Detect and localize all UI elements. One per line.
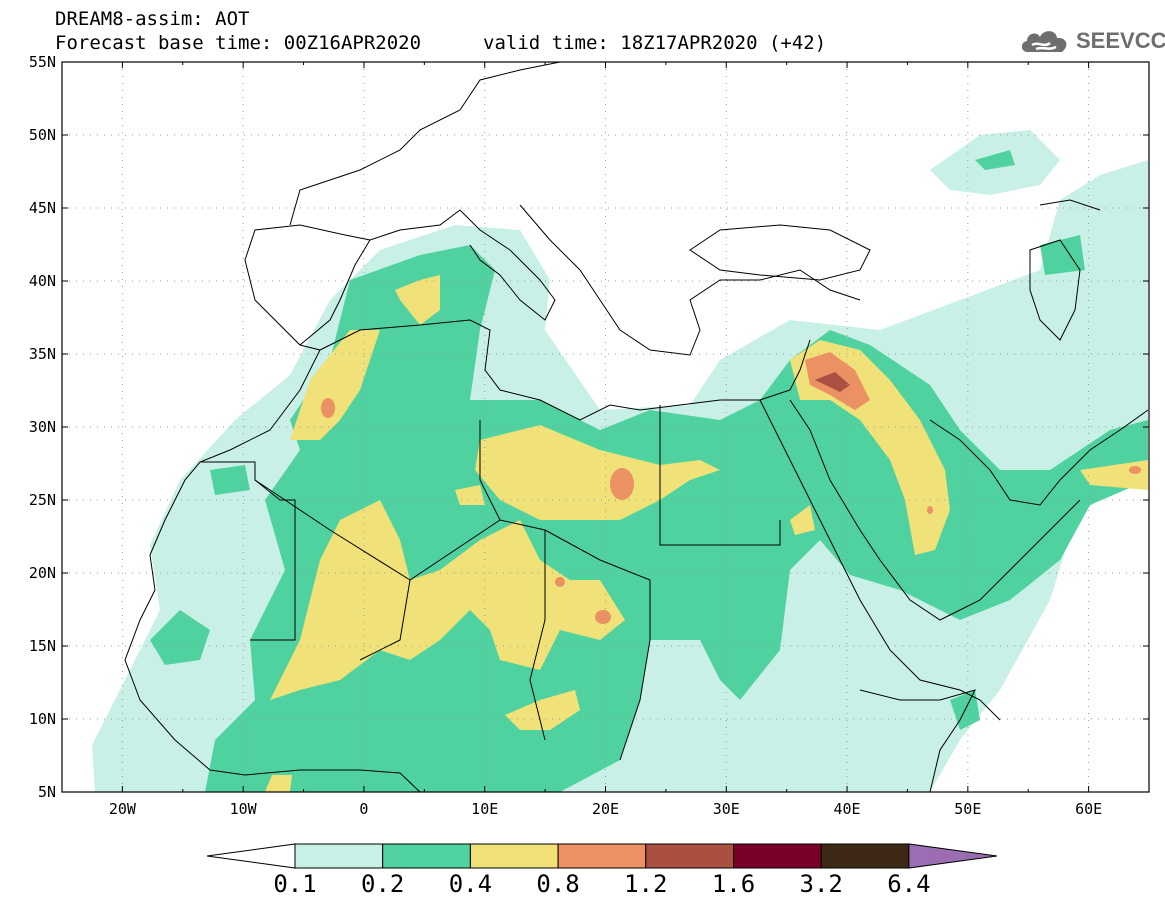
- colorbar-box: [294, 843, 384, 869]
- logo-text: SEEVCCC: [1076, 28, 1165, 53]
- aot-level-0.4: [265, 275, 1148, 792]
- lon-label: 10W: [230, 800, 258, 818]
- lon-label: 10E: [471, 800, 498, 818]
- colorbar-box: [820, 843, 910, 869]
- colorbar-label: 0.1: [273, 870, 316, 898]
- lat-label: 50N: [29, 126, 56, 144]
- lat-label: 15N: [29, 637, 56, 655]
- colorbar-label: 0.8: [536, 870, 579, 898]
- lon-label: 30E: [713, 800, 740, 818]
- colorbar-box: [645, 843, 734, 869]
- aot-field: [92, 130, 1148, 792]
- lat-label: 55N: [29, 53, 56, 71]
- colorbar-label: 1.2: [624, 870, 667, 898]
- lon-label: 50E: [954, 800, 981, 818]
- colorbar-label: 1.6: [712, 870, 755, 898]
- lat-label: 40N: [29, 272, 56, 290]
- lat-label: 30N: [29, 418, 56, 436]
- colorbar-under-arrow: [206, 843, 296, 869]
- lat-label: 35N: [29, 345, 56, 363]
- colorbar-label: 0.2: [361, 870, 404, 898]
- colorbar: 0.1 0.2 0.4 0.8 1.2 1.6 3.2 6.4: [206, 843, 997, 898]
- lat-label: 20N: [29, 564, 56, 582]
- gridlines: [62, 62, 1149, 792]
- cloud-icon: [1021, 31, 1067, 52]
- lon-label: 20W: [109, 800, 137, 818]
- title-variable: DREAM8-assim: AOT: [55, 8, 250, 30]
- lon-label: 20E: [592, 800, 619, 818]
- colorbar-box: [733, 843, 822, 869]
- lon-label: 60E: [1075, 800, 1102, 818]
- coastlines: [124, 62, 1149, 792]
- colorbar-label: 6.4: [887, 870, 930, 898]
- lat-label: 5N: [38, 783, 56, 801]
- lon-label: 40E: [834, 800, 861, 818]
- colorbar-label: 0.4: [449, 870, 492, 898]
- axes: 55N 50N 45N 40N 35N 30N 25N 20N 15N 10N 5N 20W 10W 0 1…: [29, 53, 1150, 818]
- colorbar-box: [557, 843, 647, 869]
- aot-level-1.2: [815, 372, 850, 392]
- forecast-base-time: Forecast base time: 00Z16APR2020: [55, 32, 422, 54]
- colorbar-label: 3.2: [800, 870, 843, 898]
- lat-label: 45N: [29, 199, 56, 217]
- lon-label: 0: [359, 800, 368, 818]
- lat-label: 25N: [29, 491, 56, 509]
- lat-label: 10N: [29, 710, 56, 728]
- seevccc-logo: SEEVCCC: [1018, 26, 1165, 56]
- aot-level-0.2: [150, 150, 1148, 792]
- colorbar-box: [382, 843, 471, 869]
- colorbar-box: [469, 843, 559, 869]
- valid-time: valid time: 18Z17APR2020 (+42): [483, 32, 827, 54]
- colorbar-over-arrow: [908, 843, 997, 869]
